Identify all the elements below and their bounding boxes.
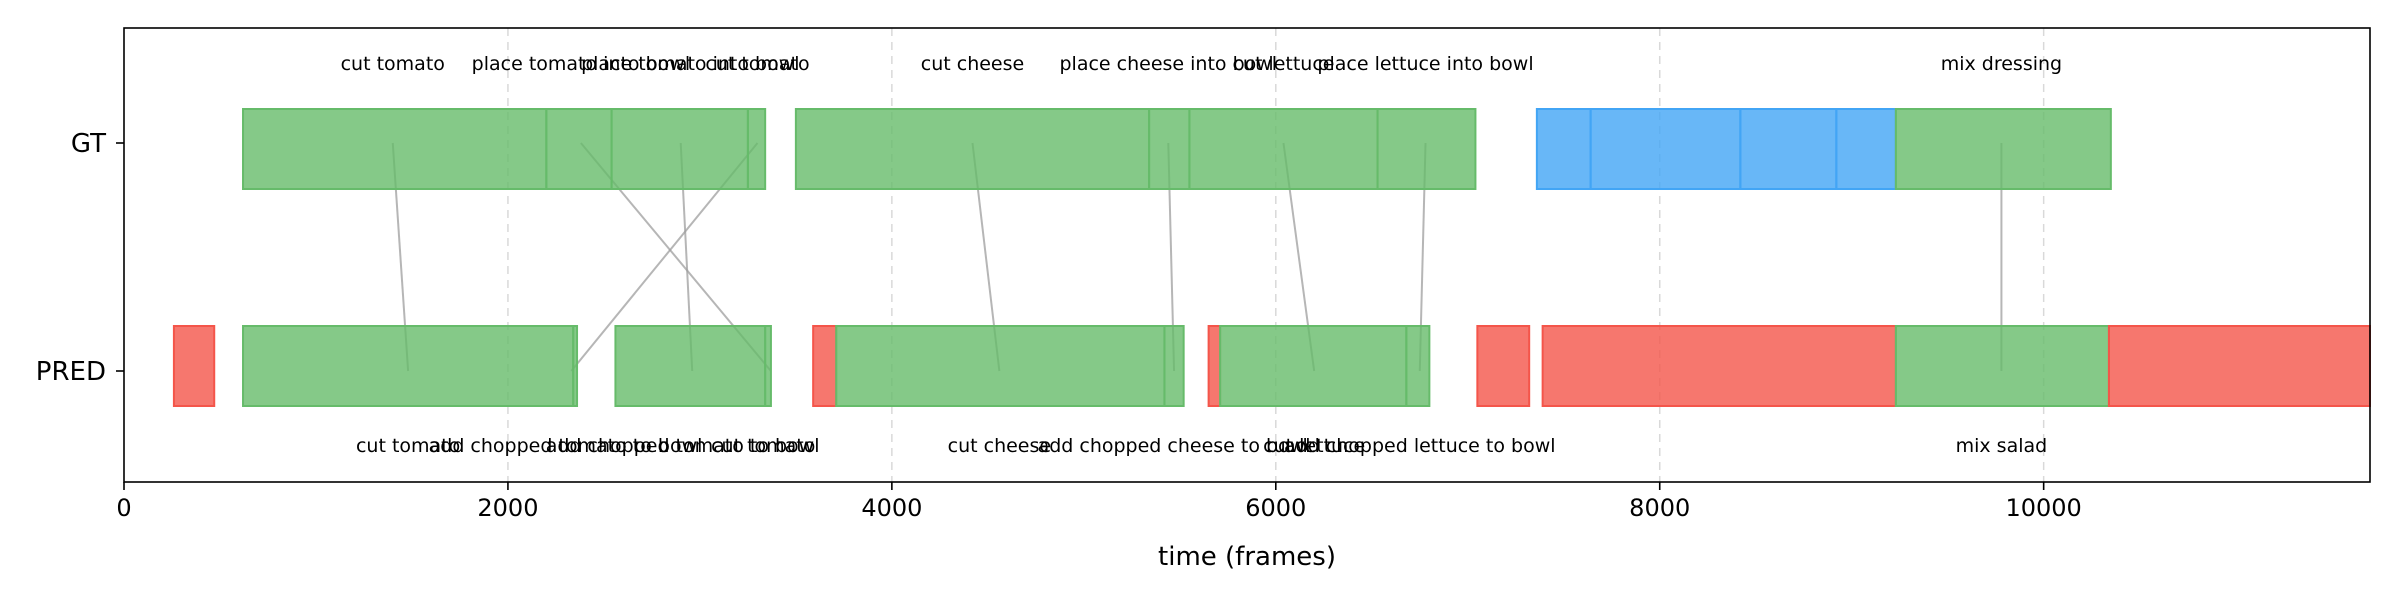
gt-action-label: place cheese into bowl <box>1059 53 1277 75</box>
gt-segment <box>1148 108 1191 190</box>
pred-segment <box>572 325 579 407</box>
pred-action-label: cut cheese <box>948 435 1051 457</box>
gt-action-label: cut lettuce <box>1232 53 1334 75</box>
pred-action-label: add chopped tomato to bowl <box>546 435 820 457</box>
pred-action-label: cut lettuce <box>1263 435 1365 457</box>
gt-segment <box>1589 108 1742 190</box>
pred-segment <box>835 325 1166 407</box>
gt-action-label: place tomato into bowl <box>472 53 690 75</box>
gt-segment <box>1894 108 2112 190</box>
pred-segment <box>1541 325 1897 407</box>
gt-segment <box>1535 108 1592 190</box>
gt-segment <box>545 108 613 190</box>
gt-action-label: cut tomato <box>341 53 445 75</box>
gt-segment <box>794 108 1151 190</box>
gt-action-label: place lettuce into bowl <box>1317 53 1533 75</box>
pred-action-label: mix salad <box>1956 435 2048 457</box>
gt-action-label: place tomato into bowl <box>581 53 799 75</box>
pred-segment <box>1163 325 1185 407</box>
gt-action-label: mix dressing <box>1941 53 2062 75</box>
pred-segment <box>812 325 838 407</box>
pred-action-label: add chopped cheese to bowl <box>1038 435 1311 457</box>
y-tick-label: PRED <box>36 357 106 387</box>
x-tick-label: 2000 <box>477 494 538 522</box>
x-axis-label: time (frames) <box>1158 542 1336 572</box>
pred-action-label: add chopped lettuce to bowl <box>1284 435 1556 457</box>
gt-action-label: cut cheese <box>921 53 1024 75</box>
plot-frame <box>123 27 2371 483</box>
pred-segment <box>614 325 767 407</box>
axes: 0 2000 4000 6000 8000 10000 GT PRED <box>36 129 2082 522</box>
pred-segment <box>764 325 772 407</box>
gt-segment <box>610 108 749 190</box>
gt-segments <box>242 108 2112 190</box>
pred-action-label: cut tomato <box>356 435 460 457</box>
y-tick-label: GT <box>71 129 106 159</box>
pred-segment <box>172 325 216 407</box>
gt-action-label: cut tomato <box>705 53 809 75</box>
gt-segment <box>1376 108 1477 190</box>
gt-segment <box>1188 108 1379 190</box>
gt-segment <box>1739 108 1838 190</box>
x-tick-label: 4000 <box>861 494 922 522</box>
x-tick-label: 0 <box>116 494 131 522</box>
pred-segment <box>2107 325 2372 407</box>
pred-action-label: add chopped tomato to bowl <box>429 435 703 457</box>
x-tick-label: 10000 <box>2005 494 2081 522</box>
pred-action-label: cut tomato <box>711 435 815 457</box>
gt-segment <box>746 108 767 190</box>
gt-segment <box>1835 108 1897 190</box>
pred-segment <box>242 325 575 407</box>
x-tick-label: 6000 <box>1245 494 1306 522</box>
pred-segments <box>172 325 2372 407</box>
pred-segment <box>1207 325 1222 407</box>
pred-segment <box>1894 325 2110 407</box>
pred-segment <box>1476 325 1531 407</box>
pred-segment <box>1405 325 1431 407</box>
x-tick-label: 8000 <box>1629 494 1690 522</box>
pred-segment <box>1219 325 1408 407</box>
gt-segment <box>242 108 548 190</box>
